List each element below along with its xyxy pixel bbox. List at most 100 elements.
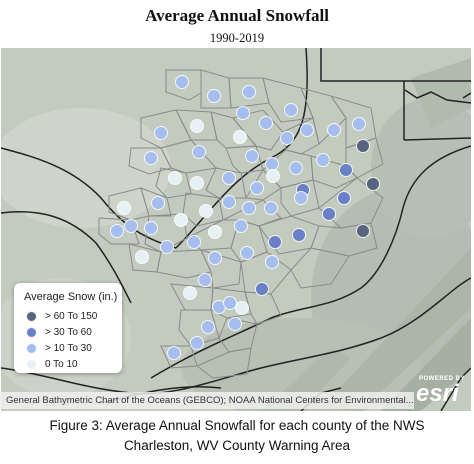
county-marker[interactable] <box>337 191 351 205</box>
legend-label-0-10: 0 To 10 <box>45 358 78 370</box>
county-marker[interactable] <box>168 171 182 185</box>
county-boundaries <box>98 69 384 379</box>
county-marker[interactable] <box>198 273 212 287</box>
county-marker[interactable] <box>183 286 197 300</box>
county-marker[interactable] <box>151 196 165 210</box>
county-marker[interactable] <box>255 282 269 296</box>
county-marker[interactable] <box>268 235 282 249</box>
county-marker[interactable] <box>250 181 264 195</box>
county-marker[interactable] <box>190 176 204 190</box>
legend-panel: Average Snow (in.) > 60 To 150 > 30 To 6… <box>14 283 122 373</box>
esri-logo[interactable]: POWERED BY esri <box>414 376 470 410</box>
county-marker[interactable] <box>187 235 201 249</box>
county-marker[interactable] <box>144 151 158 165</box>
county-marker[interactable] <box>175 75 189 89</box>
county-outline <box>160 139 217 174</box>
caption-line-2: Charleston, WV County Warning Area <box>123 438 351 453</box>
county-marker[interactable] <box>242 85 256 99</box>
county-outline <box>262 77 314 123</box>
county-marker[interactable] <box>190 336 204 350</box>
county-marker[interactable] <box>208 225 222 239</box>
county-marker[interactable] <box>316 153 330 167</box>
county-marker[interactable] <box>233 130 247 144</box>
esri-wordmark: esri <box>416 380 459 407</box>
county-marker[interactable] <box>235 301 249 315</box>
county-marker[interactable] <box>223 296 237 310</box>
county-marker[interactable] <box>300 123 314 137</box>
legend-item-10-30: > 10 To 30 <box>26 341 92 355</box>
county-outline <box>218 317 258 353</box>
county-outline <box>108 187 150 221</box>
county-snowfall-markers <box>110 75 380 360</box>
county-marker[interactable] <box>135 250 149 264</box>
legend-swatch-60-150 <box>26 310 37 322</box>
county-marker[interactable] <box>174 213 188 227</box>
county-outline <box>310 155 358 189</box>
county-marker[interactable] <box>110 224 124 238</box>
county-marker[interactable] <box>117 201 131 215</box>
legend-swatch-30-60 <box>26 326 37 338</box>
map-attribution[interactable]: General Bathymetric Chart of the Oceans … <box>0 392 414 409</box>
county-outline <box>240 251 292 295</box>
county-marker[interactable] <box>236 106 250 120</box>
county-marker[interactable] <box>292 228 306 242</box>
county-outline <box>155 167 192 199</box>
county-marker[interactable] <box>207 89 221 103</box>
caption-line-1: Figure 3: Average Annual Snowfall for ea… <box>49 418 425 433</box>
county-marker[interactable] <box>322 207 336 221</box>
county-marker[interactable] <box>352 117 366 131</box>
county-marker[interactable] <box>284 103 298 117</box>
legend-swatch-10-30 <box>26 342 37 354</box>
county-marker[interactable] <box>160 240 174 254</box>
county-marker[interactable] <box>264 201 278 215</box>
county-marker[interactable] <box>222 195 236 209</box>
county-outline <box>196 347 252 379</box>
legend-label-30-60: > 30 To 60 <box>45 326 92 338</box>
county-marker[interactable] <box>144 221 158 235</box>
county-outline <box>232 109 284 151</box>
county-outline <box>290 247 350 289</box>
county-marker[interactable] <box>199 204 213 218</box>
county-marker[interactable] <box>240 246 254 260</box>
county-outline <box>156 249 212 279</box>
county-marker[interactable] <box>265 255 279 269</box>
map-title: Average Annual Snowfall <box>145 6 329 25</box>
county-marker[interactable] <box>356 224 370 238</box>
county-marker[interactable] <box>192 145 206 159</box>
county-outline <box>140 187 172 217</box>
county-marker[interactable] <box>222 171 236 185</box>
county-outline <box>318 177 384 229</box>
county-marker[interactable] <box>234 219 248 233</box>
county-marker[interactable] <box>154 126 168 140</box>
county-outline <box>210 287 252 319</box>
legend-item-60-150: > 60 To 150 <box>26 309 97 323</box>
county-marker[interactable] <box>245 149 259 163</box>
county-marker[interactable] <box>167 346 181 360</box>
county-marker[interactable] <box>265 157 279 171</box>
county-marker[interactable] <box>124 219 138 233</box>
county-marker[interactable] <box>280 131 294 145</box>
county-outline <box>282 117 320 155</box>
county-marker[interactable] <box>327 123 341 137</box>
county-outline <box>200 69 232 109</box>
county-marker[interactable] <box>294 191 308 205</box>
county-marker[interactable] <box>266 169 280 183</box>
county-marker[interactable] <box>190 119 204 133</box>
county-marker[interactable] <box>339 163 353 177</box>
county-marker[interactable] <box>289 161 303 175</box>
county-outline <box>280 179 320 217</box>
legend-item-30-60: > 30 To 60 <box>26 325 92 339</box>
county-outline <box>200 249 242 289</box>
legend-swatch-0-10 <box>26 358 37 370</box>
county-outline <box>98 217 140 245</box>
county-marker[interactable] <box>259 116 273 130</box>
county-marker[interactable] <box>366 177 380 191</box>
county-marker[interactable] <box>208 251 222 265</box>
figure-caption: Figure 3: Average Annual Snowfall for ea… <box>0 416 474 456</box>
county-marker[interactable] <box>201 320 215 334</box>
county-marker[interactable] <box>228 317 242 331</box>
county-marker[interactable] <box>356 139 370 153</box>
map-subtitle: 1990-2019 <box>209 31 265 45</box>
county-outline <box>228 77 270 109</box>
county-marker[interactable] <box>242 201 256 215</box>
